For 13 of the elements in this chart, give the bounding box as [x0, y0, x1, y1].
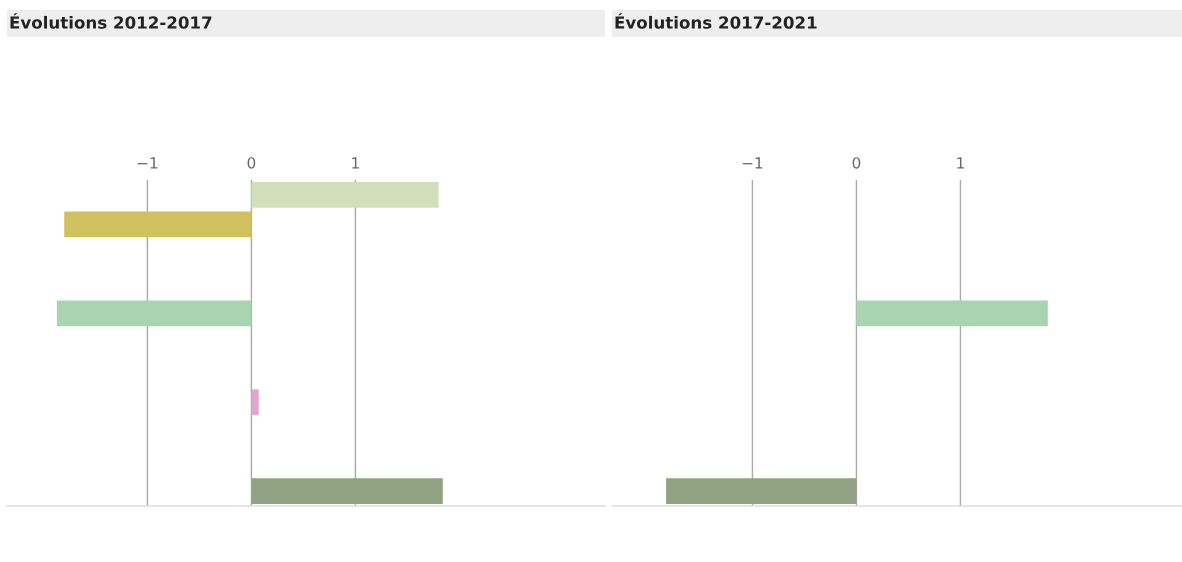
chart-title: Évolutions 2017-2021 [615, 13, 817, 29]
x-tick-label: 1 [957, 157, 964, 169]
x-tick-label: 0 [852, 157, 861, 169]
x-tick-label: 1 [352, 157, 359, 169]
bar [251, 181, 439, 208]
x-tick-label: −1 [137, 157, 158, 169]
x-tick-label: −1 [742, 157, 763, 169]
bar [64, 211, 252, 238]
chart-title: Évolutions 2012-2017 [10, 13, 212, 29]
bar [56, 300, 252, 327]
bar [251, 389, 259, 416]
x-tick-label: 0 [247, 157, 256, 169]
bar [251, 478, 443, 505]
